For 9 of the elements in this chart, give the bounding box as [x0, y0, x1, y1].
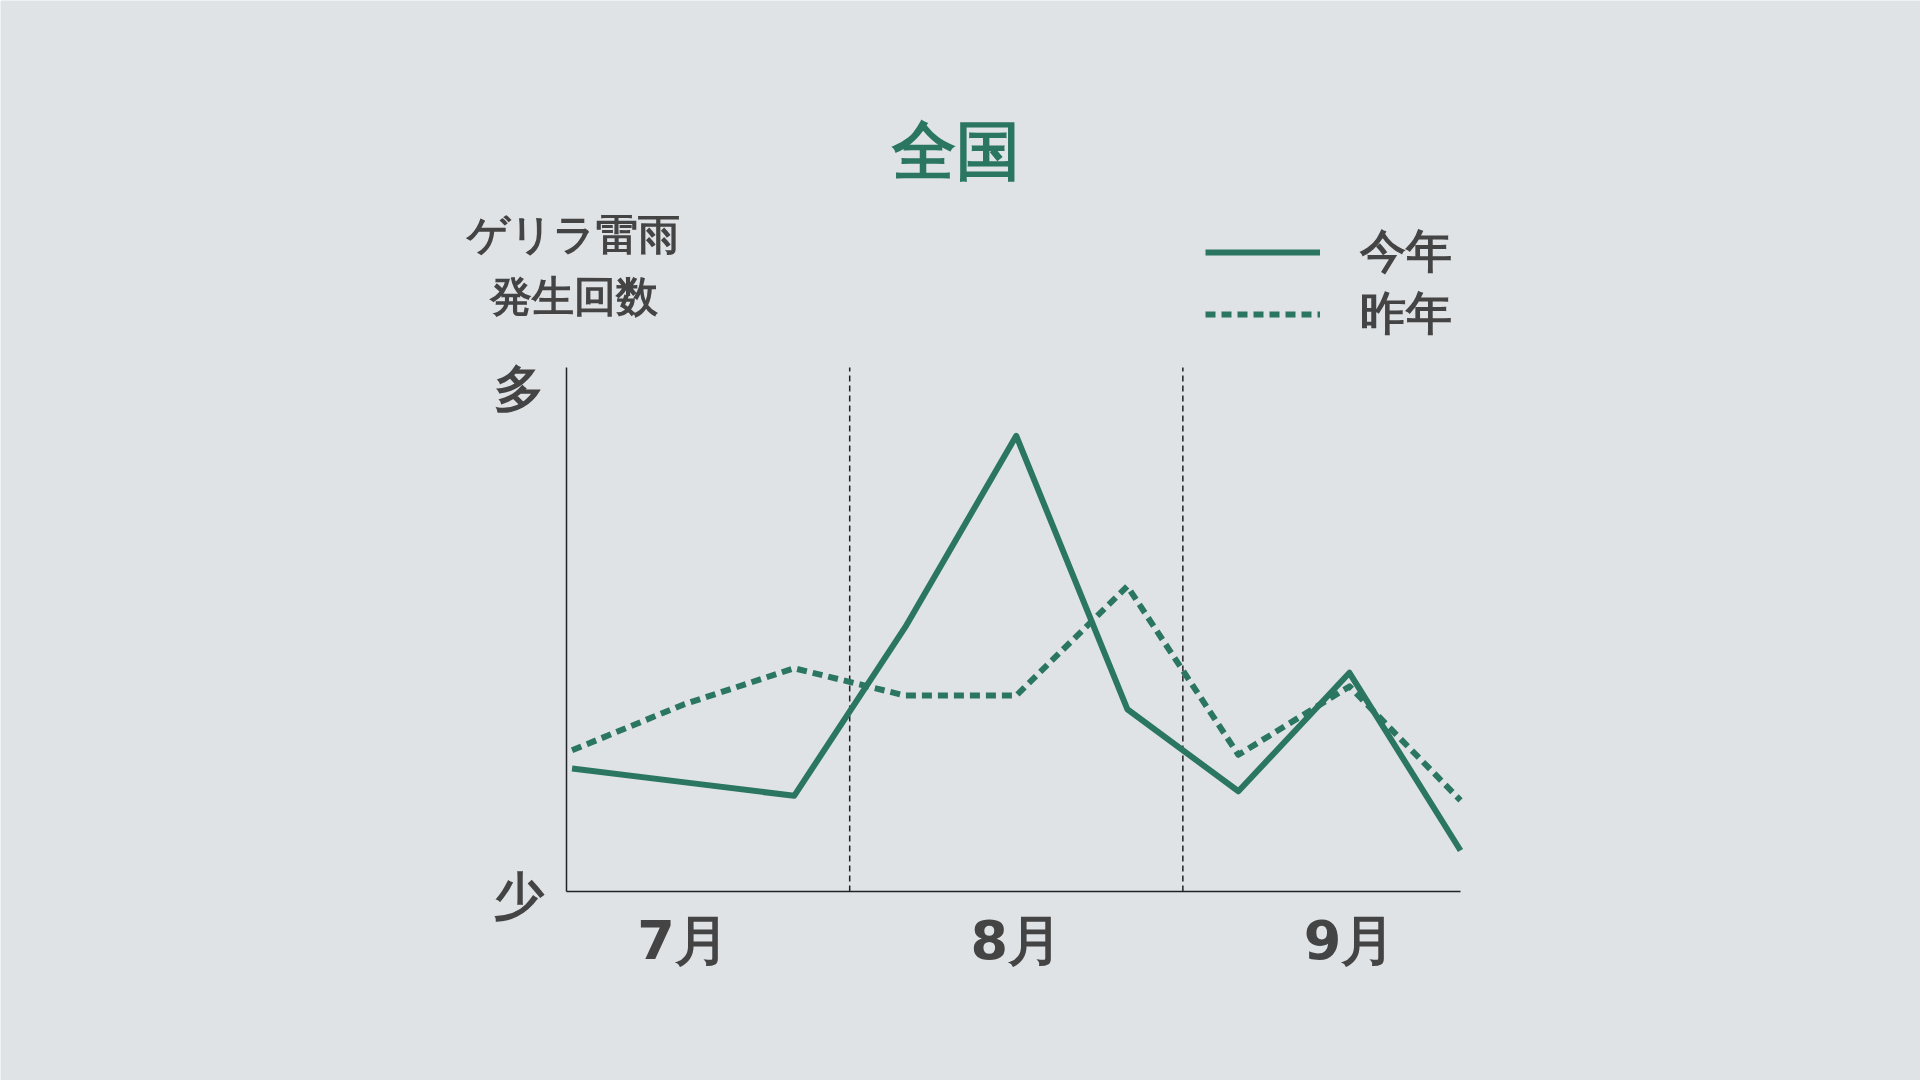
legend-label: 今年 — [1360, 223, 1452, 280]
x-tick-label: 8月 — [970, 909, 1063, 972]
text: 少 — [493, 866, 545, 925]
x-tick-label: 7月 — [637, 909, 729, 972]
legend-label: 昨年 — [1360, 285, 1452, 342]
chart-title: 全国 — [890, 113, 1020, 188]
x-tick-label: 9月 — [1303, 909, 1396, 972]
y-axis-title: ゲリラ雷雨発生回数 — [465, 210, 680, 321]
text: 多 — [493, 359, 544, 418]
